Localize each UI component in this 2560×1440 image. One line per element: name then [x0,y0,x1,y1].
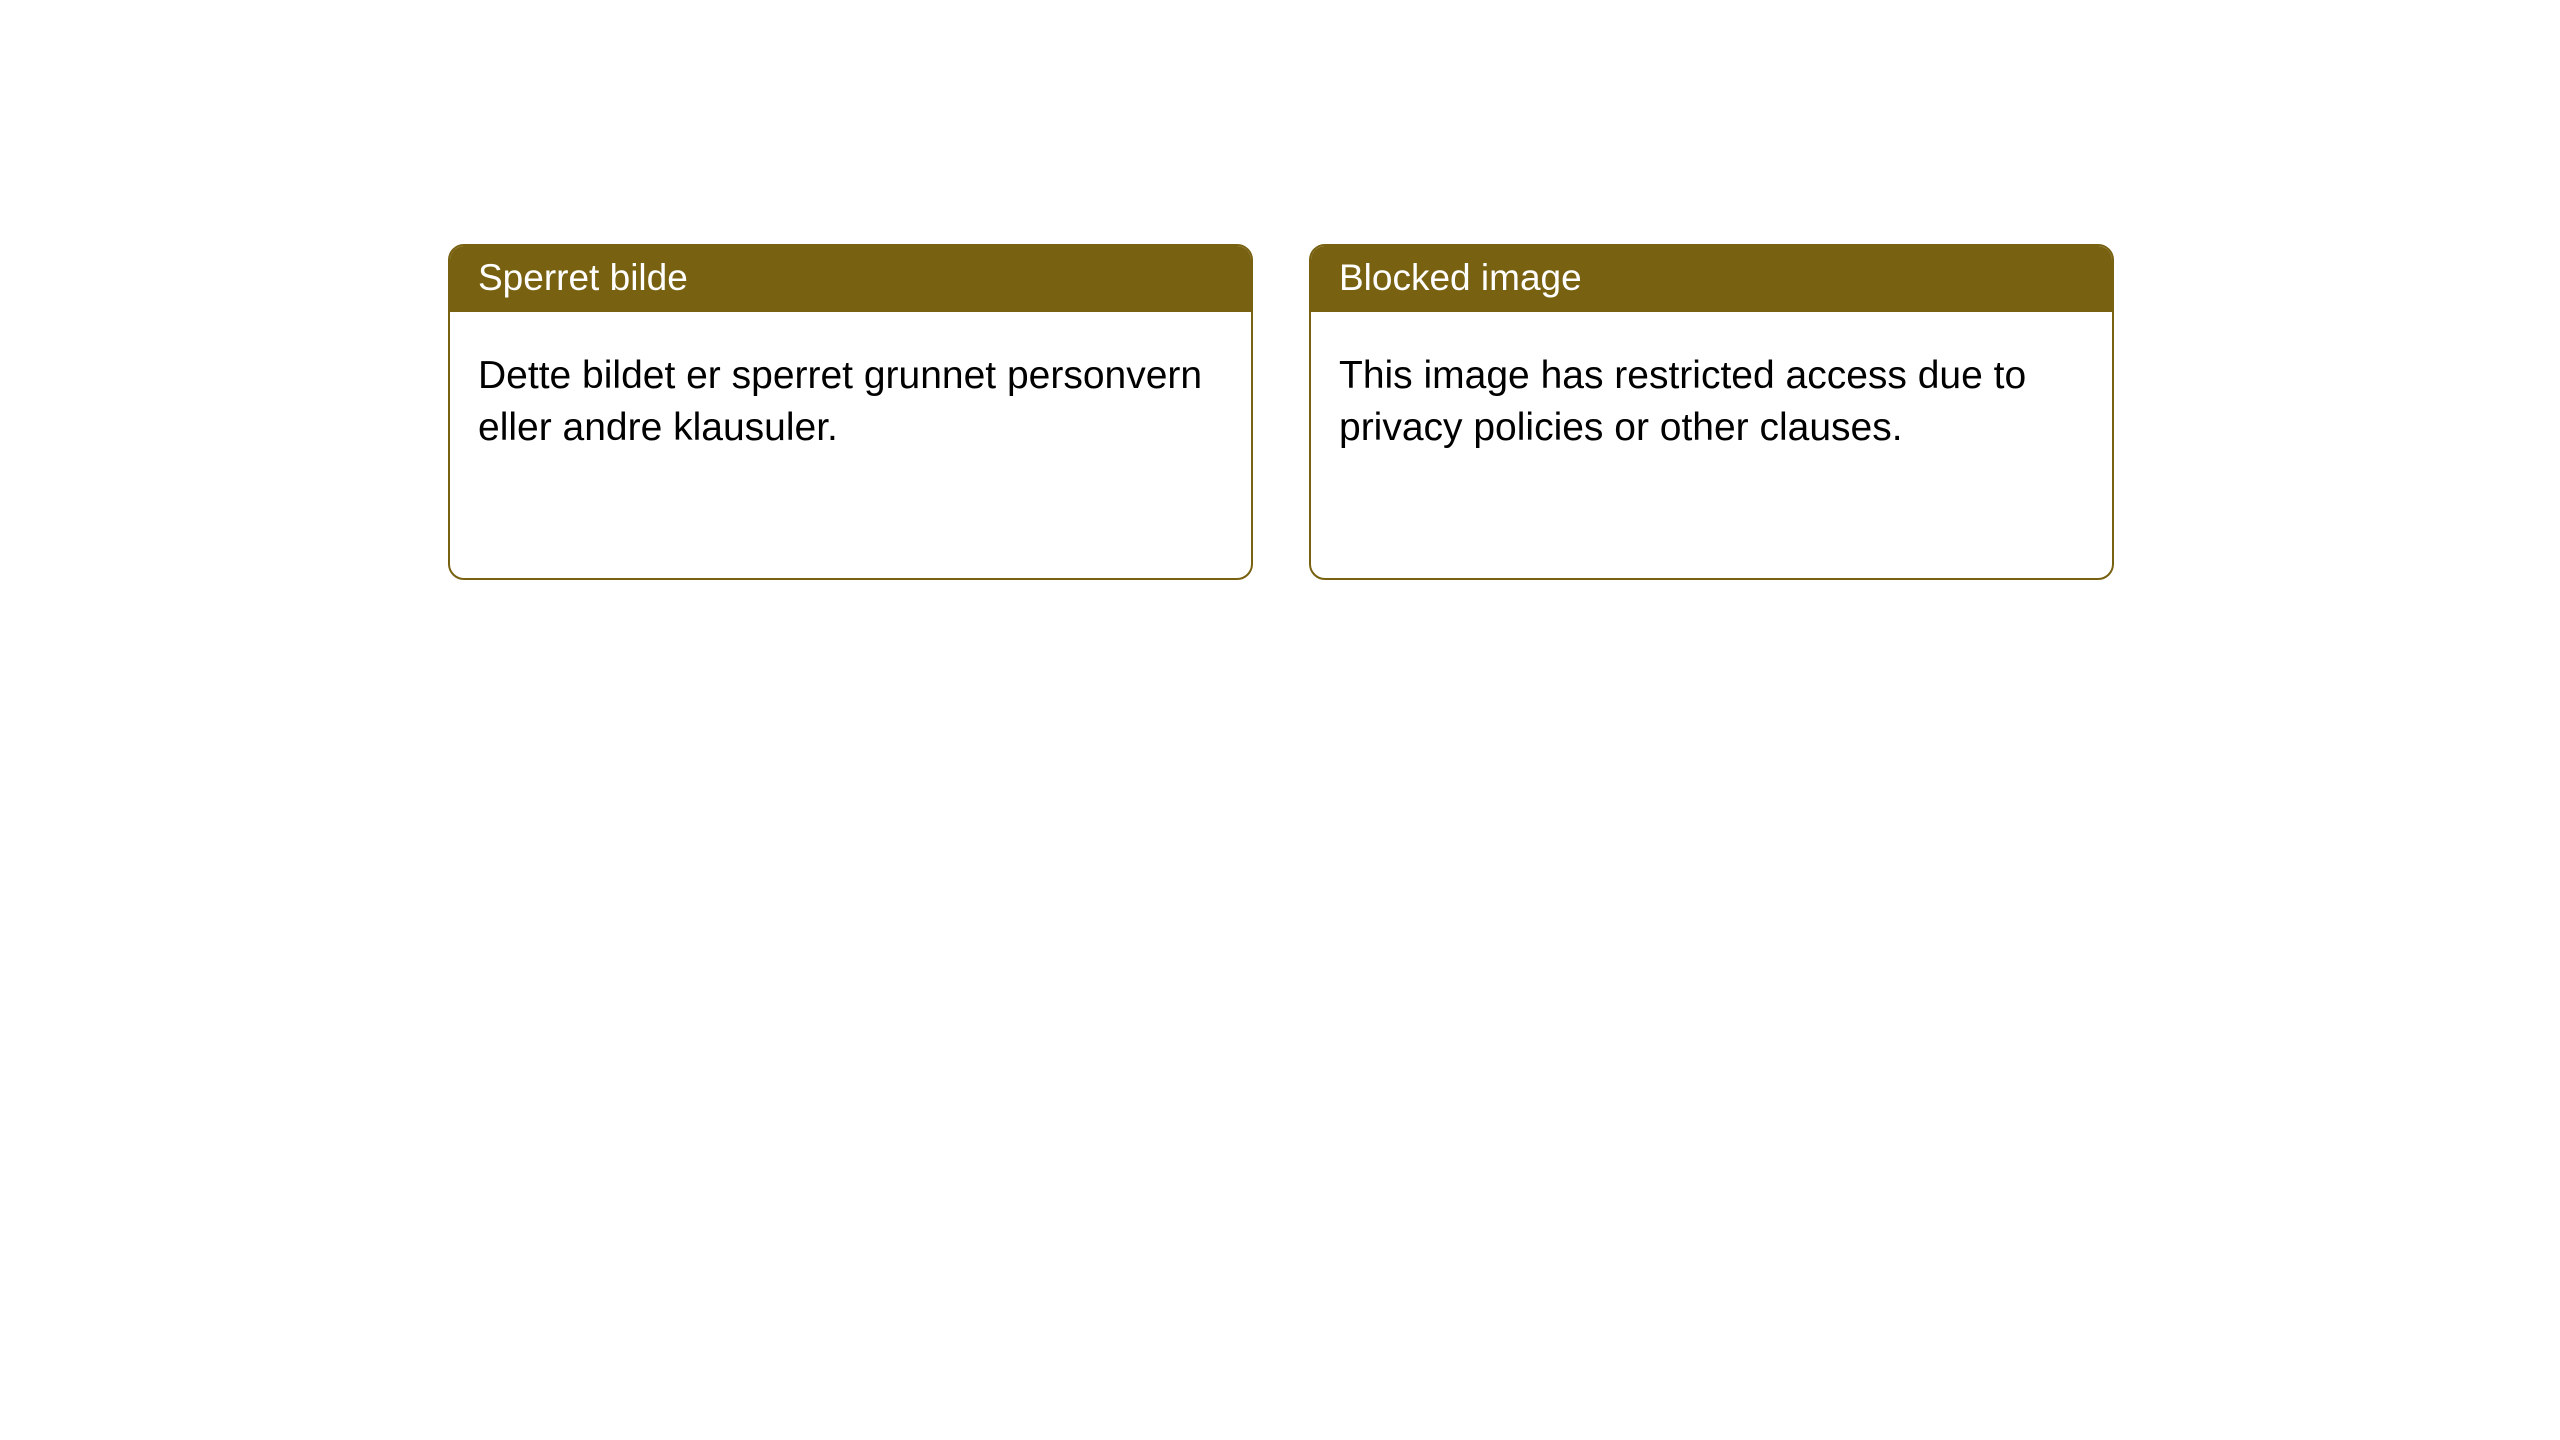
notice-body: This image has restricted access due to … [1311,312,2112,482]
notice-header: Sperret bilde [450,246,1251,312]
notice-body: Dette bildet er sperret grunnet personve… [450,312,1251,482]
notice-container: Sperret bilde Dette bildet er sperret gr… [0,0,2560,580]
notice-header: Blocked image [1311,246,2112,312]
notice-card-norwegian: Sperret bilde Dette bildet er sperret gr… [448,244,1253,580]
notice-card-english: Blocked image This image has restricted … [1309,244,2114,580]
